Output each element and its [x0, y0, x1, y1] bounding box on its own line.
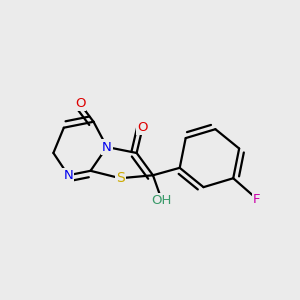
Text: N: N — [63, 169, 73, 182]
Text: OH: OH — [152, 194, 172, 207]
Text: O: O — [137, 121, 148, 134]
Text: N: N — [102, 140, 112, 154]
Text: S: S — [116, 171, 125, 185]
Text: O: O — [75, 98, 86, 110]
Text: F: F — [253, 193, 261, 206]
